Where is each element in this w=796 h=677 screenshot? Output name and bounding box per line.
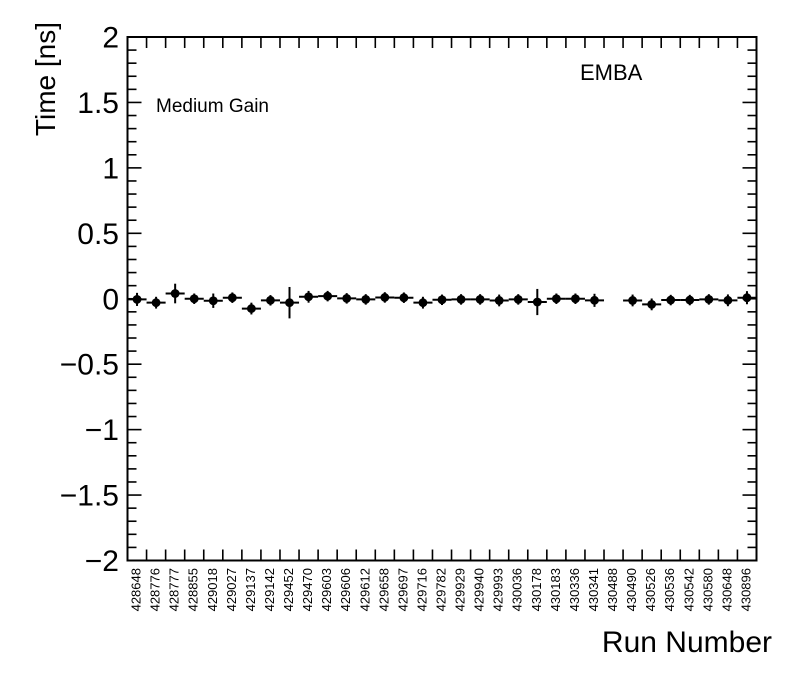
data-point xyxy=(208,296,218,306)
x-tick-label: 428776 xyxy=(148,568,163,611)
data-point xyxy=(380,293,390,302)
y-tick-label: −0.5 xyxy=(60,349,119,382)
data-point xyxy=(723,295,733,305)
data-point xyxy=(227,293,237,303)
data-point xyxy=(304,292,313,302)
y-tick-label: 0 xyxy=(102,283,119,316)
data-point xyxy=(647,299,657,309)
y-tick-label: −2 xyxy=(85,545,119,578)
x-axis-ticks xyxy=(126,37,758,561)
y-tick-label: 1.5 xyxy=(77,87,119,120)
y-axis-title: Time [ns] xyxy=(30,22,61,136)
x-tick-label: 430178 xyxy=(529,568,544,611)
x-tick-label: 429137 xyxy=(243,568,258,611)
data-point xyxy=(456,295,466,304)
x-tick-label: 430536 xyxy=(662,568,677,611)
x-tick-label: 429658 xyxy=(376,568,391,611)
data-point xyxy=(361,295,371,304)
x-tick-label: 430580 xyxy=(700,568,715,611)
y-axis-ticks xyxy=(127,36,757,562)
x-axis-title: Run Number xyxy=(602,626,772,659)
x-tick-label: 430036 xyxy=(510,568,525,611)
data-point xyxy=(342,293,352,303)
y-tick-label: 1 xyxy=(102,152,119,185)
x-tick-label: 429716 xyxy=(414,568,429,611)
data-point xyxy=(666,295,676,305)
y-tick-label: −1 xyxy=(85,414,119,447)
data-point xyxy=(513,295,523,304)
x-axis-labels: 428648 428776 428777 428855 429018 429027 4291… xyxy=(129,568,754,611)
x-tick-label: 429612 xyxy=(357,568,372,611)
x-tick-label: 428777 xyxy=(167,568,182,611)
x-tick-label: 430183 xyxy=(548,568,563,611)
x-tick-label: 428855 xyxy=(186,568,201,611)
y-tick-label: −1.5 xyxy=(60,480,119,513)
data-point xyxy=(437,295,447,305)
data-point xyxy=(170,289,180,298)
data-point xyxy=(418,298,428,308)
data-point xyxy=(132,295,142,304)
data-point xyxy=(494,296,504,305)
data-point xyxy=(151,298,161,308)
x-tick-label: 429940 xyxy=(472,568,487,611)
y-axis-labels: 2 1.5 1 0.5 0 −0.5 −1 −1.5 −2 xyxy=(60,22,119,579)
x-tick-label: 430526 xyxy=(643,568,658,611)
x-tick-label: 430488 xyxy=(605,568,620,611)
x-tick-label: 429782 xyxy=(434,568,449,611)
data-point xyxy=(399,293,409,303)
x-tick-label: 430542 xyxy=(681,568,696,611)
data-point xyxy=(551,294,561,304)
x-tick-label: 429470 xyxy=(300,568,315,611)
data-point xyxy=(475,295,485,304)
x-tick-label: 429606 xyxy=(338,568,353,611)
x-tick-label: 429993 xyxy=(491,568,506,611)
x-tick-label: 430341 xyxy=(586,568,601,611)
gain-label: Medium Gain xyxy=(156,96,269,117)
data-point xyxy=(246,304,256,313)
x-tick-label: 429697 xyxy=(395,568,410,611)
data-point xyxy=(323,291,333,301)
data-point xyxy=(189,294,199,304)
data-point xyxy=(628,296,638,305)
x-tick-label: 429142 xyxy=(262,568,277,611)
data-point xyxy=(742,293,752,303)
data-point xyxy=(571,294,580,304)
x-tick-label: 429929 xyxy=(453,568,468,611)
detector-label: EMBA xyxy=(580,60,643,85)
x-tick-label: 430336 xyxy=(567,568,582,611)
x-tick-label: 429603 xyxy=(319,568,334,611)
data-series xyxy=(127,283,757,319)
y-tick-label: 2 xyxy=(102,22,119,55)
x-tick-label: 430490 xyxy=(624,568,639,611)
y-tick-label: 0.5 xyxy=(77,218,119,251)
x-tick-label: 429027 xyxy=(224,568,239,611)
data-point xyxy=(704,295,714,304)
data-point xyxy=(590,295,599,305)
x-tick-label: 429018 xyxy=(205,568,220,611)
x-tick-label: 429452 xyxy=(281,568,296,611)
x-tick-label: 428648 xyxy=(129,568,144,611)
data-point xyxy=(532,297,542,307)
data-point xyxy=(685,295,695,305)
x-tick-label: 430896 xyxy=(738,568,753,611)
data-point xyxy=(266,295,275,305)
data-point xyxy=(285,298,294,308)
x-tick-label: 430648 xyxy=(719,568,734,611)
